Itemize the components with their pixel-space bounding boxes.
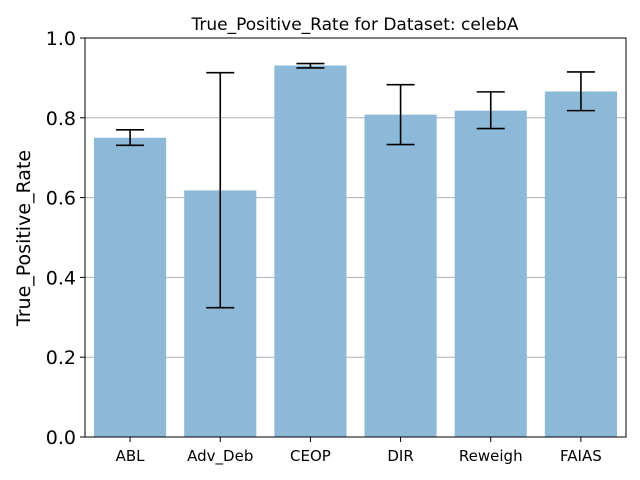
y-axis-label: True_Positive_Rate [13,150,35,327]
grid-lines [85,117,626,358]
y-tick-label: 0.2 [46,347,76,369]
error-bars [116,62,595,309]
x-tick-label: FAIAS [560,447,602,465]
x-ticks: ABL Adv_Deb CEOP DIR Reweigh FAIAS [116,437,602,466]
x-tick-label: CEOP [290,447,331,465]
axes [84,37,627,438]
bars [94,65,617,438]
bar [94,137,167,437]
x-tick-label: Reweigh [459,447,523,465]
x-tick-label: DIR [387,447,413,465]
x-tick-label: ABL [116,447,146,465]
y-tick-label: 0.0 [46,427,76,449]
y-tick-label: 1.0 [46,28,76,50]
bar [454,110,527,438]
chart-title: True_Positive_Rate for Dataset: celebA [191,15,519,35]
y-tick-label: 0.8 [46,108,76,130]
bar [364,114,437,437]
bar [274,65,347,437]
bar [544,91,617,437]
y-ticks: 0.0 0.2 0.4 0.6 0.8 1.0 [46,28,85,449]
x-tick-label: Adv_Deb [187,447,253,466]
plot-frame [84,37,627,438]
y-tick-label: 0.6 [46,188,76,210]
y-tick-label: 0.4 [46,267,76,289]
